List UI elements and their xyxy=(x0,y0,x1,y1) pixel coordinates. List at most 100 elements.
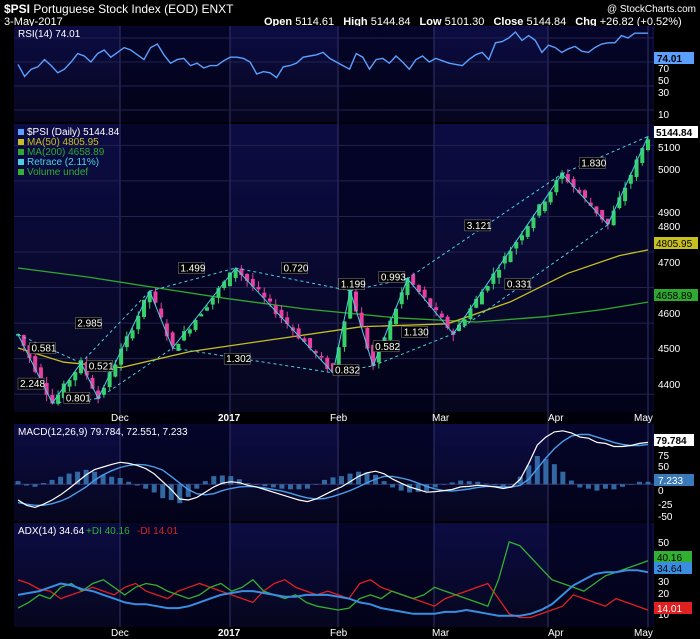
macd-hist-bar xyxy=(364,472,370,485)
candle-body xyxy=(479,291,484,305)
x-axis-bottom: Dec 2017 Feb Mar Apr May xyxy=(111,628,653,639)
candle-body xyxy=(308,338,313,349)
macd-hist-bar xyxy=(211,476,217,485)
candle-body xyxy=(502,256,507,264)
candle-body xyxy=(199,314,204,317)
macd-hist-bar xyxy=(245,483,251,485)
macd-hist-bar xyxy=(262,484,268,487)
macd-hist-bar xyxy=(356,471,362,485)
candle-body xyxy=(640,148,645,163)
macd-hist-bar xyxy=(321,479,327,485)
macd-hist-bar xyxy=(100,474,106,485)
retrace-label-box xyxy=(338,278,365,290)
candle-body xyxy=(325,357,330,370)
candle-body xyxy=(525,226,530,237)
retrace-label: 0.581 xyxy=(31,344,56,355)
chg-label: Chg xyxy=(575,16,597,28)
candle-body xyxy=(176,344,181,351)
candle-body xyxy=(170,332,175,346)
retrace-label: 0.720 xyxy=(283,264,308,275)
price-tick-4500: 4500 xyxy=(658,344,681,355)
candle-body xyxy=(336,347,341,374)
candle-body xyxy=(113,364,118,377)
price-tick-4400: 4400 xyxy=(658,380,681,391)
macd-hist-bar xyxy=(168,484,174,501)
candle-body xyxy=(411,274,416,285)
candle-body xyxy=(485,286,490,291)
candle-body xyxy=(565,174,570,182)
candle-body xyxy=(514,242,519,249)
candle-body xyxy=(399,292,404,305)
retrace-label-box xyxy=(378,271,406,283)
chart-title: $PSI Portuguese Stock Index (EOD) ENXT xyxy=(4,2,233,16)
macd-hist-bar xyxy=(594,484,600,491)
x-axis-price: Dec 2017 Feb Mar Apr May xyxy=(111,413,653,424)
macd-tick-neg25: -25 xyxy=(658,500,673,511)
macd-hist-bar xyxy=(611,484,617,490)
x-bottom-feb: Feb xyxy=(330,628,348,639)
candle-body xyxy=(205,307,209,311)
adx-legend: ADX(14) 34.64 +DI 40.16 -DI 14.01 xyxy=(18,526,179,537)
price-tick-4600: 4600 xyxy=(658,309,681,320)
candle-body xyxy=(33,356,38,372)
candle-body xyxy=(136,315,141,330)
candle-body xyxy=(646,139,650,151)
candle-body xyxy=(588,202,593,206)
legend-ma200-swatch xyxy=(18,149,24,155)
retrace-label-box xyxy=(372,340,400,353)
candle-body xyxy=(634,159,639,178)
candle-body xyxy=(79,360,83,374)
macd-hist-bar xyxy=(304,484,310,489)
candle-body xyxy=(90,377,95,389)
macd-hist-bar xyxy=(279,484,285,489)
rsi-value-tag xyxy=(654,52,694,64)
macd-hist-bar xyxy=(202,481,208,485)
candle-body xyxy=(376,348,381,363)
retrace-label: 0.993 xyxy=(381,272,406,283)
rsi-value-label: 74.01 xyxy=(657,54,682,65)
candle-body xyxy=(497,269,502,278)
macd-hist-bar xyxy=(253,484,259,485)
rsi-tick-70: 70 xyxy=(658,64,670,75)
candle-body xyxy=(353,291,358,312)
macd-hist-bar xyxy=(83,469,89,485)
macd-hist-bar xyxy=(500,484,506,487)
candle-body xyxy=(491,273,496,284)
retrace-dashed-segment xyxy=(561,135,649,175)
candle-body xyxy=(262,292,267,298)
macd-hist-bar xyxy=(475,481,481,485)
candle-body xyxy=(422,289,427,298)
macd-hist-bar xyxy=(390,484,396,488)
band-apr xyxy=(548,26,652,627)
adx-tick-50: 50 xyxy=(658,538,670,549)
plus-di-line xyxy=(17,541,649,611)
candle-body xyxy=(124,336,129,348)
legend-retrace-swatch xyxy=(18,159,24,165)
macd-hist-bar xyxy=(339,476,345,485)
candle-body xyxy=(239,268,244,276)
candle-body xyxy=(371,345,376,366)
plus-value-label: 40.16 xyxy=(657,553,682,564)
horizontal-gridlines xyxy=(14,37,654,395)
macd-hist-bar xyxy=(602,484,608,489)
candle-body xyxy=(468,308,473,320)
macd-hist-bar xyxy=(628,484,634,485)
ohlc-summary: Open 5114.61 High 5144.84 Low 5101.30 Cl… xyxy=(258,16,682,28)
macd-panel: MACD(12,26,9) 79.784, 72.551, 7.233 100 … xyxy=(14,427,694,523)
candle-body xyxy=(273,305,278,315)
retrace-label-box xyxy=(75,317,102,329)
x-label-apr: Apr xyxy=(548,413,564,424)
candle-body xyxy=(405,278,410,296)
candle-body xyxy=(542,201,547,212)
macd-hist-bar xyxy=(432,484,438,488)
exchange: ENXT xyxy=(201,2,234,16)
retrace-label: 0.832 xyxy=(335,366,360,377)
adx-panel: ADX(14) 34.64 +DI 40.16 -DI 14.01 50 40 … xyxy=(17,526,692,621)
candle-body xyxy=(187,329,192,334)
retrace-label-box xyxy=(63,392,91,404)
x-label-feb: Feb xyxy=(330,413,348,424)
price-legend: $PSI (Daily) 5144.84 MA(50) 4805.95 MA(2… xyxy=(18,127,120,178)
adx-value-tag xyxy=(654,562,692,574)
macd-hist-bar xyxy=(330,477,336,485)
